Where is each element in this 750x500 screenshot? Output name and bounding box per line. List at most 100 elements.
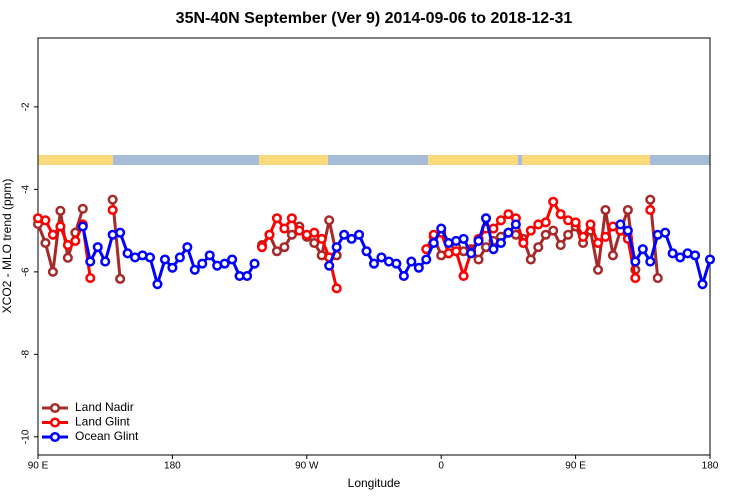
data-point	[570, 217, 581, 228]
data-point	[622, 204, 633, 216]
data-point	[563, 229, 574, 240]
data-point	[578, 231, 589, 242]
data-point	[144, 252, 156, 263]
y-tick-label: -4	[21, 184, 32, 193]
data-point	[85, 273, 96, 284]
x-tick-label: 90 E	[28, 461, 49, 472]
data-point	[249, 258, 260, 269]
data-point	[458, 270, 469, 282]
data-point	[697, 279, 708, 290]
data-point	[660, 227, 671, 238]
data-point	[630, 256, 641, 267]
data-point	[55, 221, 66, 232]
data-point	[592, 237, 604, 249]
y-tick-label: -2	[21, 102, 32, 111]
data-point	[518, 237, 529, 249]
data-point	[503, 227, 514, 238]
y-axis-title: XCO2 - MLO trend (ppm)	[0, 179, 14, 314]
data-point	[421, 254, 432, 265]
data-point	[645, 204, 656, 216]
data-point	[279, 242, 290, 253]
data-point	[316, 233, 327, 244]
chart-title: 35N-40N September (Ver 9) 2014-09-06 to …	[176, 10, 573, 27]
data-point	[398, 270, 409, 282]
legend-marker	[49, 417, 61, 428]
plot-frame	[37, 37, 711, 456]
land-band	[259, 155, 328, 165]
data-point	[368, 258, 380, 269]
x-tick-label: 90 E	[565, 461, 586, 472]
land-ocean-band	[38, 155, 710, 165]
x-axis-title: Longitude	[348, 476, 401, 490]
data-point	[219, 258, 230, 269]
x-tick-label: 180	[164, 461, 181, 472]
data-point	[115, 273, 126, 284]
data-point	[704, 254, 716, 265]
data-point	[555, 209, 566, 220]
ocean-band	[38, 155, 710, 165]
data-point	[47, 229, 58, 240]
data-point	[324, 260, 335, 271]
data-point	[600, 204, 611, 216]
data-point	[600, 231, 611, 242]
data-point	[100, 256, 111, 267]
x-tick-label: 180	[702, 461, 719, 472]
data-point	[40, 215, 51, 226]
data-point	[331, 242, 342, 253]
data-point	[645, 256, 656, 267]
data-point	[406, 256, 417, 267]
data-point	[294, 225, 305, 236]
data-point	[652, 273, 663, 284]
data-point	[309, 237, 320, 249]
data-point	[242, 270, 253, 282]
data-point	[510, 219, 521, 230]
land-band	[38, 155, 113, 165]
y-tick-label: -6	[21, 267, 32, 276]
data-point	[503, 209, 514, 220]
data-point	[107, 204, 118, 216]
data-point	[585, 219, 596, 230]
data-point	[256, 242, 268, 253]
data-point	[645, 194, 656, 205]
legend-marker	[49, 431, 61, 443]
data-point	[525, 254, 536, 265]
data-point	[495, 237, 506, 249]
data-point	[227, 254, 238, 265]
data-point	[55, 205, 66, 216]
data-point	[480, 213, 492, 224]
x-tick-label: 90 W	[295, 461, 319, 472]
data-point	[592, 264, 604, 275]
data-point	[204, 250, 215, 261]
legend-marker	[49, 402, 61, 414]
data-point	[331, 283, 342, 294]
data-point	[466, 248, 477, 259]
data-point	[548, 225, 559, 236]
data-point	[324, 215, 335, 226]
data-point	[40, 237, 51, 249]
data-point	[391, 258, 402, 269]
data-point	[361, 246, 372, 257]
data-point	[488, 223, 499, 234]
data-point	[495, 215, 506, 226]
data-point	[271, 246, 282, 257]
data-point	[525, 225, 536, 236]
data-point	[675, 252, 686, 263]
data-point	[376, 252, 387, 263]
data-point	[279, 223, 290, 234]
data-point	[167, 262, 178, 273]
data-point	[690, 250, 701, 261]
data-point	[451, 246, 462, 257]
data-point	[77, 203, 88, 214]
data-point	[637, 244, 648, 255]
land-band	[522, 155, 650, 165]
data-point	[488, 244, 499, 255]
data-point	[339, 229, 350, 240]
data-point	[197, 258, 208, 269]
data-point	[458, 233, 469, 244]
data-point	[174, 252, 185, 263]
y-tick-label: -10	[21, 429, 32, 444]
data-point	[346, 233, 357, 244]
data-point	[159, 254, 170, 265]
